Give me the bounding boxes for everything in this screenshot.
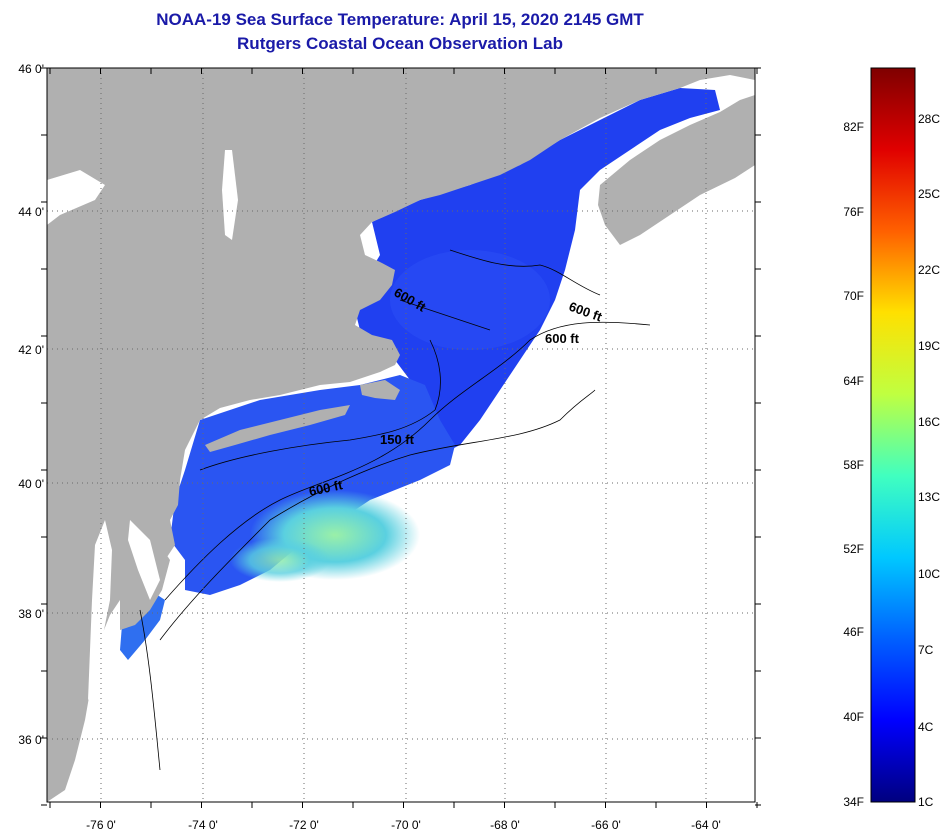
map-area: 600 ft 600 ft 600 ft 150 ft 600 ft: [47, 68, 755, 802]
land-nova-scotia: [598, 95, 755, 245]
lat-label: 38 0': [18, 607, 44, 621]
delaware-bay: [128, 520, 160, 600]
colorbar-fahrenheit-labels: 82F 76F 70F 64F 58F 52F 46F 40F 34F: [843, 120, 864, 809]
lat-label: 42 0': [18, 343, 44, 357]
bathymetry-contours: [139, 249, 651, 771]
chesapeake-bay: [88, 520, 112, 700]
longitude-labels: -76 0' -74 0' -72 0' -70 0' -68 0' -66 0…: [86, 818, 721, 832]
lat-label: 36 0': [18, 733, 44, 747]
colorbar-c-label: 7C: [918, 643, 934, 657]
colorbar-f-label: 34F: [843, 795, 864, 809]
contour-label: 150 ft: [380, 432, 415, 447]
land-mainland: [47, 68, 755, 802]
lat-label: 40 0': [18, 477, 44, 491]
land-long-island: [205, 405, 350, 452]
colorbar-c-label: 16C: [918, 415, 940, 429]
colorbar-f-label: 40F: [843, 710, 864, 724]
colorbar-c-label: 13C: [918, 490, 940, 504]
lake-champlain: [222, 150, 238, 240]
colorbar-c-label: 28C: [918, 112, 940, 126]
lat-label: 46 0': [18, 62, 44, 76]
colorbar-f-label: 58F: [843, 458, 864, 472]
colorbar-f-label: 64F: [843, 374, 864, 388]
lon-label: -72 0': [289, 818, 319, 832]
contour-label: 600 ft: [545, 331, 580, 346]
graticule: [47, 68, 755, 802]
lake-ontario: [47, 170, 105, 225]
lon-label: -68 0': [490, 818, 520, 832]
lat-label: 44 0': [18, 205, 44, 219]
sst-coverage-gulf-of-maine: [355, 88, 720, 455]
colorbar-f-label: 70F: [843, 289, 864, 303]
lon-label: -70 0': [391, 818, 421, 832]
latitude-labels: 46 0' 44 0' 42 0' 40 0' 38 0' 36 0': [18, 62, 44, 747]
lon-label: -74 0': [188, 818, 218, 832]
contour-label: 600 ft: [308, 477, 345, 499]
map-frame: [46, 67, 756, 803]
lon-label: -64 0': [691, 818, 721, 832]
colorbar-c-label: 10C: [918, 567, 940, 581]
colorbar-f-label: 52F: [843, 542, 864, 556]
lon-label: -66 0': [591, 818, 621, 832]
colorbar: [870, 67, 916, 803]
colorbar-c-label: 22C: [918, 263, 940, 277]
colorbar-c-label: 19C: [918, 339, 940, 353]
colorbar-c-label: 4C: [918, 720, 934, 734]
colorbar-f-label: 76F: [843, 205, 864, 219]
map-ticks: [41, 67, 761, 808]
colorbar-f-label: 46F: [843, 625, 864, 639]
lon-label: -76 0': [86, 818, 116, 832]
colorbar-c-label: 1C: [918, 795, 934, 809]
colorbar-f-label: 82F: [843, 120, 864, 134]
map-title: NOAA-19 Sea Surface Temperature: April 1…: [156, 10, 644, 29]
map-subtitle: Rutgers Coastal Ocean Observation Lab: [237, 34, 563, 53]
colorbar-celsius-labels: 28C 25C 22C 19C 16C 13C 10C 7C 4C 1C: [918, 112, 940, 809]
land-cape-cod: [360, 380, 400, 400]
colorbar-c-label: 25C: [918, 187, 940, 201]
